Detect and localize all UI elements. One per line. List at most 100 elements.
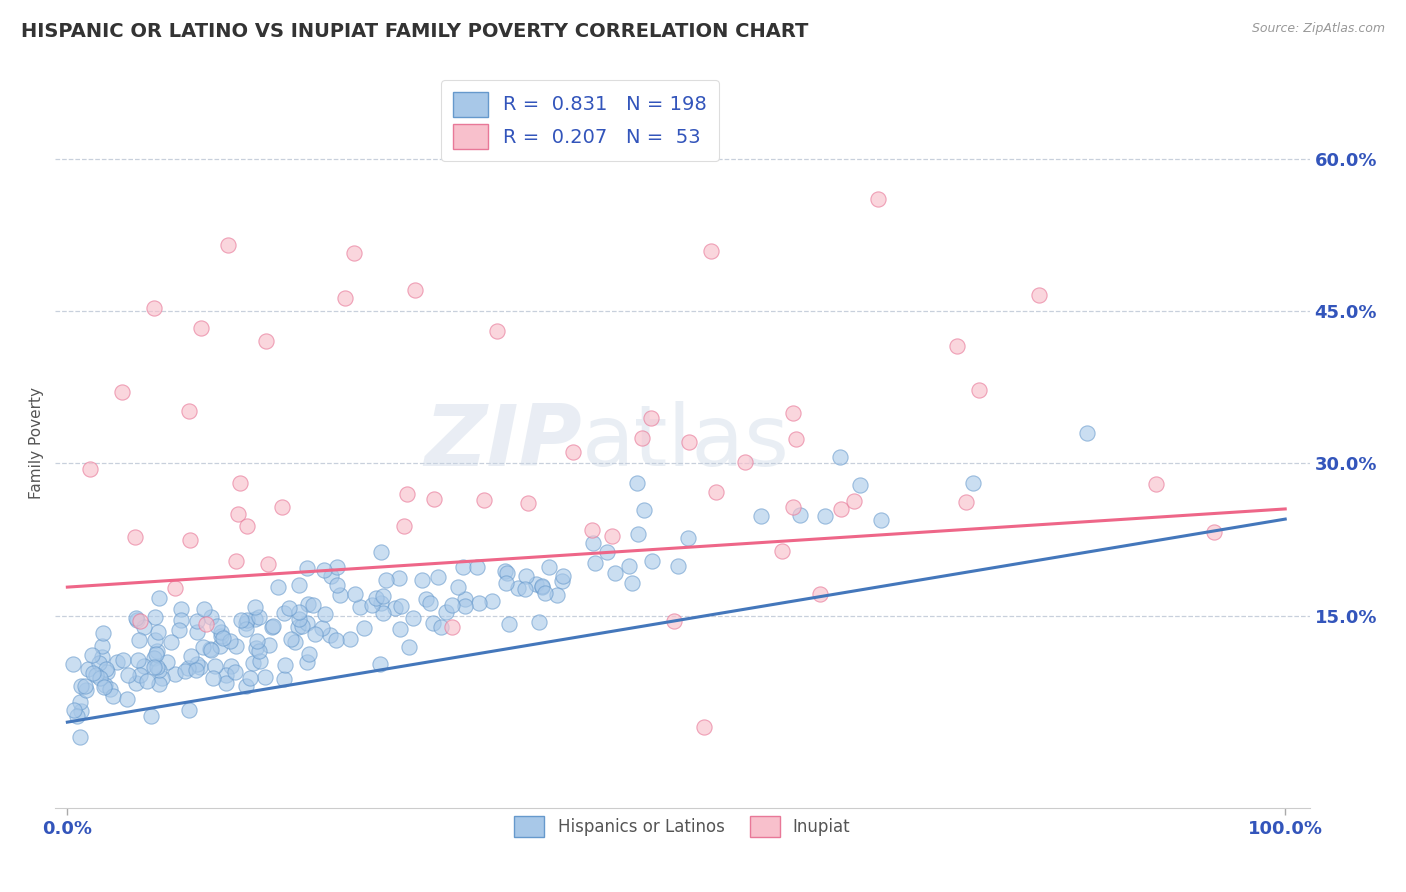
Y-axis label: Family Poverty: Family Poverty	[30, 387, 44, 499]
Point	[295, 655, 318, 669]
Point	[297, 597, 319, 611]
Point	[143, 301, 166, 316]
Point	[517, 496, 540, 510]
Point	[485, 324, 508, 338]
Point	[80, 648, 103, 662]
Point	[257, 638, 280, 652]
Point	[427, 569, 450, 583]
Point	[1204, 525, 1226, 540]
Point	[530, 579, 553, 593]
Point	[1076, 425, 1098, 440]
Point	[148, 677, 170, 691]
Point	[693, 720, 716, 734]
Point	[676, 532, 699, 546]
Point	[398, 640, 420, 654]
Point	[343, 586, 366, 600]
Point	[79, 462, 101, 476]
Point	[143, 632, 166, 647]
Point	[749, 508, 772, 523]
Point	[472, 493, 495, 508]
Point	[700, 244, 723, 259]
Point	[388, 571, 411, 585]
Point	[534, 586, 557, 600]
Point	[174, 664, 197, 678]
Point	[247, 609, 270, 624]
Point	[274, 657, 297, 672]
Point	[179, 703, 201, 717]
Point	[111, 385, 134, 400]
Point	[419, 596, 441, 610]
Point	[373, 589, 395, 603]
Point	[551, 574, 574, 589]
Point	[319, 628, 342, 642]
Point	[302, 599, 325, 613]
Point	[394, 519, 416, 533]
Point	[678, 434, 700, 449]
Point	[87, 657, 110, 671]
Point	[411, 573, 433, 587]
Point	[298, 648, 321, 662]
Point	[128, 632, 150, 647]
Point	[242, 656, 264, 670]
Point	[254, 670, 277, 684]
Point	[146, 625, 169, 640]
Point	[124, 530, 146, 544]
Point	[515, 569, 537, 583]
Point	[254, 334, 277, 348]
Point	[440, 620, 463, 634]
Point	[209, 625, 232, 640]
Point	[600, 529, 623, 543]
Point	[205, 619, 228, 633]
Point	[94, 662, 117, 676]
Point	[225, 554, 247, 568]
Point	[946, 339, 969, 353]
Point	[311, 621, 333, 635]
Point	[785, 432, 807, 446]
Point	[828, 450, 851, 465]
Point	[333, 291, 356, 305]
Point	[371, 607, 394, 621]
Point	[967, 384, 990, 398]
Point	[209, 640, 232, 654]
Point	[214, 675, 236, 690]
Point	[188, 660, 211, 674]
Point	[962, 475, 984, 490]
Point	[235, 616, 257, 631]
Point	[325, 577, 347, 591]
Point	[782, 500, 804, 515]
Point	[191, 640, 214, 654]
Point	[163, 581, 186, 595]
Point	[184, 663, 207, 677]
Point	[603, 566, 626, 580]
Point	[93, 681, 115, 695]
Point	[849, 478, 872, 492]
Point	[235, 622, 257, 636]
Point	[186, 614, 208, 628]
Text: Source: ZipAtlas.com: Source: ZipAtlas.com	[1251, 22, 1385, 36]
Point	[339, 632, 361, 647]
Point	[94, 678, 117, 692]
Point	[62, 702, 84, 716]
Point	[256, 557, 278, 571]
Point	[135, 674, 157, 689]
Point	[342, 246, 364, 260]
Point	[495, 575, 517, 590]
Point	[506, 581, 529, 595]
Point	[422, 615, 444, 630]
Point	[145, 659, 167, 673]
Point	[546, 588, 568, 602]
Point	[494, 565, 516, 579]
Point	[287, 620, 309, 634]
Point	[226, 507, 249, 521]
Point	[143, 651, 166, 665]
Point	[321, 569, 343, 583]
Point	[246, 634, 269, 648]
Point	[280, 632, 302, 646]
Point	[163, 667, 186, 681]
Point	[146, 643, 169, 657]
Point	[202, 671, 225, 685]
Point	[288, 605, 311, 619]
Point	[585, 556, 607, 570]
Point	[193, 602, 215, 616]
Point	[295, 615, 318, 630]
